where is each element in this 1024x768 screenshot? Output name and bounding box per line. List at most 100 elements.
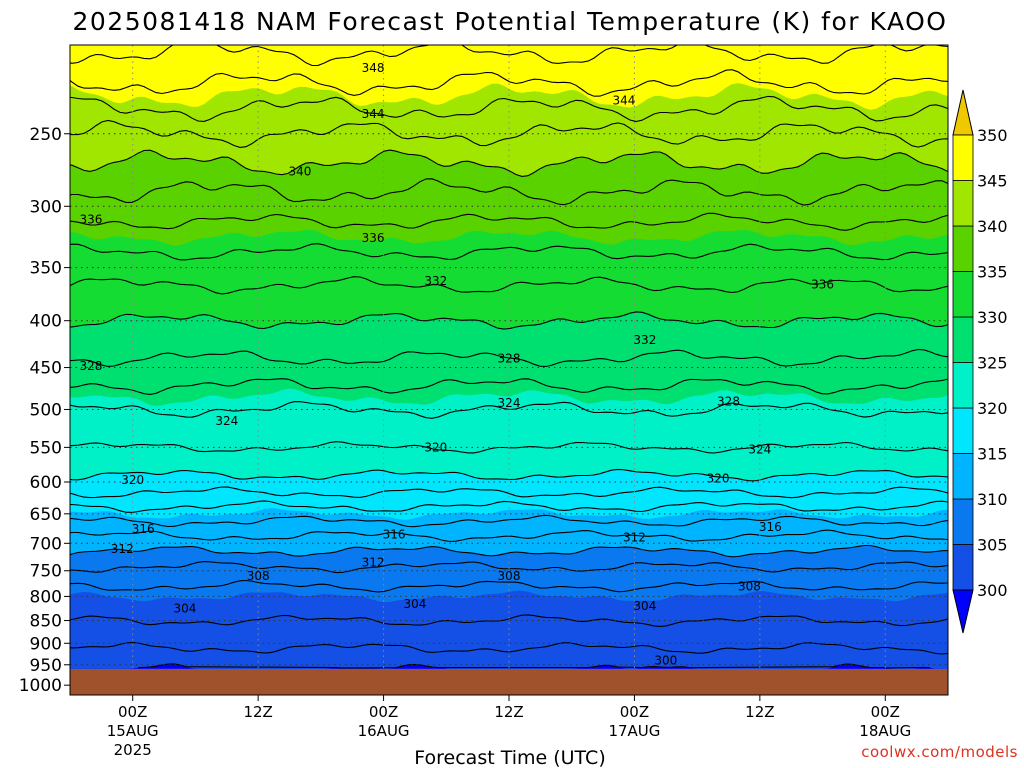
colorbar-swatch-300 xyxy=(952,544,974,591)
y-tick-label: 250 xyxy=(30,125,62,145)
contour-label: 316 xyxy=(759,520,782,534)
x-tick-label: 00Z xyxy=(118,703,147,721)
isentrope-310 xyxy=(70,544,948,558)
y-tick-label: 500 xyxy=(30,400,62,420)
isentrope-304 xyxy=(70,614,948,627)
contour-label: 336 xyxy=(811,277,834,291)
x-tick-date: 17AUG xyxy=(608,722,660,740)
x-tick-label: 12Z xyxy=(243,703,272,721)
credit-text: coolwx.com/models xyxy=(861,743,1018,761)
y-tick-label: 750 xyxy=(30,562,62,582)
contour-label: 344 xyxy=(362,107,385,121)
x-tick-year: 2025 xyxy=(114,741,152,759)
contour-label: 308 xyxy=(498,569,521,583)
isentrope-306 xyxy=(70,579,948,593)
contour-label: 312 xyxy=(623,531,646,545)
grid-lines xyxy=(70,45,948,695)
y-tick-label: 700 xyxy=(30,534,62,554)
colorbar-label: 315 xyxy=(977,445,1008,464)
isentrope-340 xyxy=(70,149,948,177)
colorbar-swatch-330 xyxy=(952,271,974,318)
contour-label: 312 xyxy=(362,556,385,570)
x-tick-label: 00Z xyxy=(369,703,398,721)
potential-temperature-fill xyxy=(70,45,948,669)
y-tick-label: 300 xyxy=(30,197,62,217)
chart-title: 2025081418 NAM Forecast Potential Temper… xyxy=(73,7,948,36)
x-tick-label: 00Z xyxy=(620,703,649,721)
isentrope-316 xyxy=(70,500,948,513)
isentrope-314 xyxy=(70,514,948,528)
isentrope-332 xyxy=(70,276,948,295)
colorbar-label: 330 xyxy=(977,308,1008,327)
y-tick-label: 950 xyxy=(30,656,62,676)
contour-label: 324 xyxy=(748,443,771,457)
isentrope-308 xyxy=(70,561,948,574)
isentrope-326 xyxy=(70,378,948,395)
colorbar-swatch-315 xyxy=(952,407,974,454)
isentrope-336 xyxy=(70,212,948,231)
x-tick-date: 16AUG xyxy=(358,722,410,740)
colorbar: 300 305 310 315 320 325 330 335 340 345 350 xyxy=(952,89,1008,634)
colorbar-swatch-345 xyxy=(952,134,974,181)
isentrope-302 xyxy=(70,641,948,655)
contour-label: 344 xyxy=(613,94,636,108)
y-tick-label: 550 xyxy=(30,438,62,458)
x-tick-label: 12Z xyxy=(494,703,523,721)
contour-label: 328 xyxy=(717,394,740,408)
isentrope-346 xyxy=(70,69,948,97)
y-tick-label: 600 xyxy=(30,473,62,493)
contour-label: 348 xyxy=(362,61,385,75)
y-tick-label: 400 xyxy=(30,312,62,332)
potential-temperature-contours xyxy=(70,45,948,669)
colorbar-swatch-320 xyxy=(952,362,974,409)
contour-label: 340 xyxy=(288,165,311,179)
isentrope-338 xyxy=(70,178,948,206)
contour-label: 300 xyxy=(654,654,677,668)
y-tick-label: 900 xyxy=(30,634,62,654)
colorbar-label: 340 xyxy=(977,217,1008,236)
contour-label: 324 xyxy=(498,396,521,410)
isentrope-318 xyxy=(70,486,948,499)
colorbar-label: 320 xyxy=(977,399,1008,418)
isentrope-342 xyxy=(70,119,948,148)
isentrope-300 xyxy=(137,663,931,669)
contour-label: 328 xyxy=(498,352,521,366)
contour-label: 312 xyxy=(111,542,134,556)
colorbar-swatch-325 xyxy=(952,316,974,363)
y-tick-label: 1000 xyxy=(19,676,62,696)
fill-band-345 xyxy=(70,45,948,110)
isentrope-312 xyxy=(70,529,948,543)
colorbar-top-arrow xyxy=(952,89,974,136)
contour-label: 316 xyxy=(383,528,406,542)
isentrope-324 xyxy=(70,401,948,419)
y-tick-label: 450 xyxy=(30,359,62,379)
contour-label: 304 xyxy=(633,599,656,613)
contour-label: 324 xyxy=(215,414,238,428)
contour-label: 304 xyxy=(174,602,197,616)
contour-labels: 348 344 344 340 336 336 336 332 332 328 328 328 324 3… xyxy=(79,61,834,668)
contour-label: 336 xyxy=(362,231,385,245)
isentrope-334 xyxy=(70,243,948,261)
ground-fill xyxy=(70,668,948,695)
y-tick-label: 350 xyxy=(30,259,62,279)
colorbar-label: 350 xyxy=(977,126,1008,145)
colorbar-label: 335 xyxy=(977,263,1008,282)
contour-label: 316 xyxy=(132,522,155,536)
contour-label: 308 xyxy=(738,579,761,593)
contour-label: 304 xyxy=(403,597,426,611)
x-tick-date: 15AUG xyxy=(107,722,159,740)
contour-label: 332 xyxy=(633,333,656,347)
ground-surface xyxy=(70,668,948,695)
colorbar-bottom-arrow xyxy=(952,589,974,634)
colorbar-label: 305 xyxy=(977,536,1008,555)
y-tick-label: 850 xyxy=(30,612,62,632)
isentrope-330 xyxy=(70,311,948,330)
colorbar-swatch-305 xyxy=(952,498,974,545)
colorbar-label: 345 xyxy=(977,172,1008,191)
isentrope-320 xyxy=(70,468,948,482)
contour-label: 332 xyxy=(424,274,447,288)
y-tick-label: 800 xyxy=(30,587,62,607)
colorbar-swatch-340 xyxy=(952,180,974,227)
